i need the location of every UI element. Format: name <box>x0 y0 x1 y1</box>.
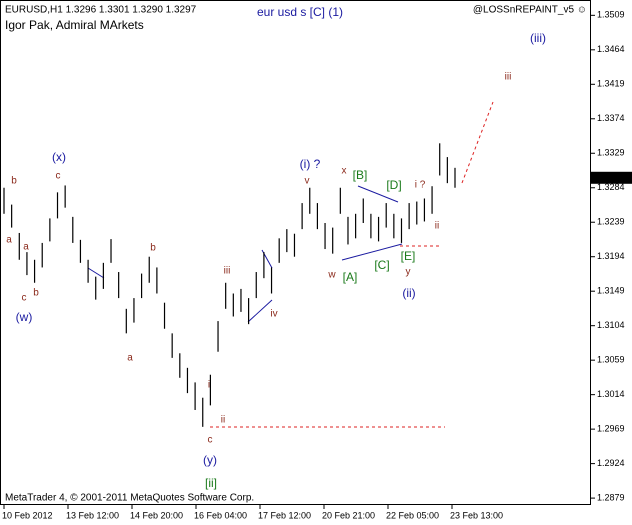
y-tick-label: 1.3464 <box>597 44 625 54</box>
wave-label: i <box>208 380 210 391</box>
channel-line <box>87 267 105 279</box>
triangle-line <box>341 243 403 261</box>
wave-label: (w) <box>16 310 33 324</box>
y-tick-label: 1.3509 <box>597 10 625 20</box>
wave-label: c <box>56 171 61 182</box>
wave-label: a <box>127 353 133 364</box>
wave-label: b <box>11 176 17 187</box>
y-tick-label: 1.2879 <box>597 492 625 502</box>
wave-label: (iii) <box>530 31 546 45</box>
wave-label: a <box>6 235 12 246</box>
wave-label: c <box>208 435 213 446</box>
wave-label: i ? <box>415 180 426 191</box>
x-tick-label: 22 Feb 05:00 <box>386 510 439 520</box>
y-tick-label: 1.3149 <box>597 286 625 296</box>
x-tick-label: 14 Feb 20:00 <box>130 510 183 520</box>
wave-label: w <box>327 270 336 281</box>
current-price-label: 1.3297 <box>597 172 625 182</box>
y-tick-label: 1.3059 <box>597 355 625 365</box>
y-tick-label: 1.3239 <box>597 217 625 227</box>
author: Igor Pak, Admiral MArkets <box>5 18 144 32</box>
projection-line <box>461 101 494 184</box>
x-tick-label: 10 Feb 2012 <box>2 510 53 520</box>
wave-label: b <box>33 288 39 299</box>
wave-label: b <box>150 243 156 254</box>
wave-label: [A] <box>343 270 358 284</box>
wave-label: [B] <box>353 168 368 182</box>
y-tick-label: 1.3194 <box>597 251 625 261</box>
x-tick-label: 20 Feb 21:00 <box>322 510 375 520</box>
wave-label: (i) ? <box>300 157 321 171</box>
wave-label: (y) <box>203 453 217 467</box>
wave-label: ii <box>221 415 225 426</box>
y-tick-label: 1.3374 <box>597 113 625 123</box>
price-axis-bg <box>591 0 632 525</box>
symbol-line: EURUSD,H1 1.3296 1.3301 1.3290 1.3297 <box>5 5 197 16</box>
wave-label: c <box>22 293 27 304</box>
wave-label: iv <box>270 309 277 320</box>
wave-label: iii <box>224 266 231 277</box>
y-tick-label: 1.2924 <box>597 458 625 468</box>
y-tick-label: 1.2969 <box>597 424 625 434</box>
wave-label: [D] <box>386 178 401 192</box>
chart-title: eur usd s [C] (1) <box>257 5 343 19</box>
channel-line <box>247 299 273 323</box>
y-tick-label: 1.3419 <box>597 79 625 89</box>
wave-label: x <box>342 166 347 177</box>
wave-label: y <box>406 267 411 278</box>
y-tick-label: 1.3329 <box>597 148 625 158</box>
plot-frame <box>0 0 591 505</box>
wave-label: ii <box>435 221 439 232</box>
x-tick-label: 16 Feb 04:00 <box>194 510 247 520</box>
indicator-label: @LOSSnREPAINT_v5 ☺ <box>473 5 587 16</box>
wave-label: (ii) <box>402 286 415 300</box>
drawings <box>87 101 494 428</box>
wave-label: (x) <box>52 150 66 164</box>
wave-label: [ii] <box>205 476 217 490</box>
wave-label: iii <box>505 72 512 83</box>
wave-label: [E] <box>401 249 416 263</box>
wave-label: [C] <box>374 258 389 272</box>
x-tick-label: 13 Feb 12:00 <box>66 510 119 520</box>
wave-label: v <box>305 176 310 187</box>
y-tick-label: 1.3014 <box>597 389 625 399</box>
wave-label: a <box>23 242 29 253</box>
y-tick-label: 1.3284 <box>597 182 625 192</box>
footer: MetaTrader 4, © 2001-2011 MetaQuotes Sof… <box>5 493 254 504</box>
x-tick-label: 23 Feb 13:00 <box>450 510 503 520</box>
triangle-line <box>357 185 399 203</box>
y-tick-label: 1.3104 <box>597 320 625 330</box>
x-tick-label: 17 Feb 12:00 <box>258 510 311 520</box>
current-price-box <box>591 171 632 184</box>
